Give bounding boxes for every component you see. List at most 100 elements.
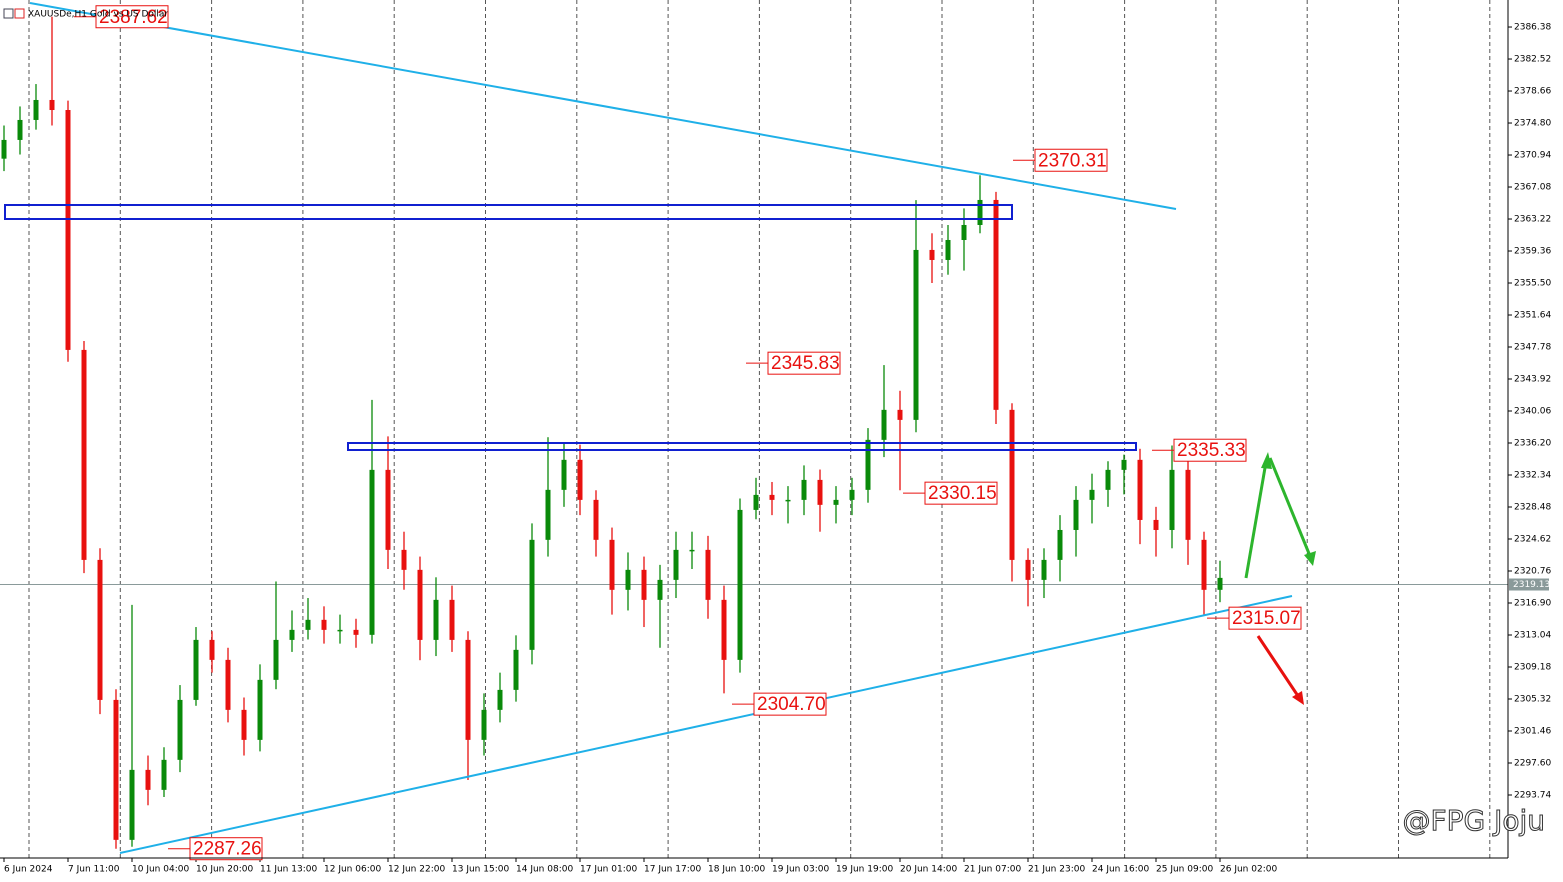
candle-body: [897, 409, 903, 420]
candle-body: [337, 629, 343, 632]
candle-body: [225, 659, 231, 710]
annotation-box: [1228, 606, 1302, 630]
candle-body: [1057, 529, 1063, 560]
candle-body: [33, 99, 39, 120]
candle-body: [1105, 469, 1111, 490]
candle-body: [609, 539, 615, 590]
x-tick-label: 25 Jun 09:00: [1156, 865, 1213, 875]
y-tick-label: 2347.78: [1514, 343, 1551, 353]
candle-body: [1073, 499, 1079, 530]
y-tick-label: 2386.38: [1514, 23, 1551, 33]
candle-body: [913, 249, 919, 420]
candle-body: [1, 139, 7, 159]
annotation-box: [189, 837, 263, 861]
y-tick-label: 2343.92: [1514, 375, 1551, 385]
candle-body: [1217, 577, 1223, 590]
candle-body: [369, 469, 375, 635]
x-tick-label: 14 Jun 08:00: [516, 865, 573, 875]
annotation-label: 2304.70: [757, 694, 826, 715]
arrow-head: [1292, 691, 1304, 705]
candle-body: [1089, 489, 1095, 500]
x-tick-label: 10 Jun 04:00: [132, 865, 189, 875]
x-tick-label: 24 Jun 16:00: [1092, 865, 1149, 875]
candle-body: [993, 199, 999, 410]
candle-body: [481, 709, 487, 740]
y-tick-label: 2355.50: [1514, 279, 1551, 289]
candle-body: [945, 239, 951, 260]
candle-body: [1201, 539, 1207, 590]
candle-body: [353, 629, 359, 635]
candle-body: [801, 479, 807, 500]
x-tick-label: 13 Jun 15:00: [452, 865, 509, 875]
candle-body: [401, 549, 407, 570]
candle-body: [129, 769, 135, 840]
chart-title: XAUUSDe,H1 Gold vs US Dollar: [28, 10, 168, 20]
y-tick-label: 2351.64: [1514, 311, 1551, 321]
last-price-label: 2319.13: [1513, 580, 1550, 590]
candle-body: [385, 469, 391, 550]
candle-body: [817, 479, 823, 505]
candle-body: [449, 599, 455, 640]
candle-body: [433, 599, 439, 640]
candle-body: [1153, 519, 1159, 530]
candle-body: [145, 769, 151, 790]
candle-body: [1009, 409, 1015, 560]
candle-body: [417, 569, 423, 640]
candle-body: [1121, 459, 1127, 470]
y-tick-label: 2336.20: [1514, 439, 1551, 449]
candle-body: [1041, 559, 1047, 580]
candle-body: [881, 409, 887, 440]
y-tick-label: 2297.60: [1514, 758, 1551, 768]
x-tick-label: 18 Jun 10:00: [708, 865, 765, 875]
x-tick-label: 6 Jun 2024: [4, 865, 53, 875]
x-tick-label: 21 Jun 07:00: [964, 865, 1021, 875]
x-tick-label: 10 Jun 20:00: [196, 865, 253, 875]
candle-body: [321, 619, 327, 630]
annotation-label: 2287.26: [193, 839, 262, 860]
y-tick-label: 2359.36: [1514, 247, 1551, 257]
annotation-label: 2330.15: [928, 483, 997, 504]
x-tick-label: 19 Jun 03:00: [772, 865, 829, 875]
annotation-box: [95, 5, 169, 29]
candle-body: [705, 549, 711, 600]
y-tick-label: 2382.52: [1514, 55, 1551, 65]
candle-body: [17, 119, 23, 140]
candle-body: [577, 459, 583, 500]
candle-body: [593, 499, 599, 540]
y-tick-label: 2320.76: [1514, 567, 1551, 577]
candle-body: [289, 629, 295, 640]
candle-body: [753, 494, 759, 510]
candle-body: [1137, 459, 1143, 520]
y-tick-label: 2367.08: [1514, 183, 1551, 193]
candle-body: [529, 539, 535, 650]
candle-body: [657, 579, 663, 600]
candle-body: [625, 569, 631, 590]
y-tick-label: 2293.74: [1514, 790, 1551, 800]
vertical-grid: [28, 0, 1491, 858]
candle-body: [721, 599, 727, 660]
annotation-box: [924, 481, 998, 505]
y-tick-label: 2313.04: [1514, 631, 1551, 641]
candle-body: [193, 639, 199, 700]
candle-body: [641, 569, 647, 600]
candle-body: [97, 559, 103, 700]
candle-body: [833, 499, 839, 505]
candle-body: [209, 639, 215, 660]
candle-body: [497, 689, 503, 710]
candle-body: [465, 639, 471, 740]
last-price-box: [1509, 578, 1549, 591]
candle-body: [1185, 469, 1191, 540]
candle-body: [849, 489, 855, 500]
chart-icon: [14, 8, 25, 19]
y-tick-label: 2332.34: [1514, 471, 1551, 481]
chart-icon: [3, 8, 14, 19]
annotation-box: [1173, 438, 1247, 462]
candle-body: [689, 549, 695, 552]
arrow: [1268, 457, 1312, 557]
x-tick-label: 7 Jun 11:00: [68, 865, 120, 875]
x-tick-label: 20 Jun 14:00: [900, 865, 957, 875]
y-tick-label: 2328.48: [1514, 503, 1551, 513]
candle-body: [561, 459, 567, 490]
x-tick-label: 12 Jun 22:00: [388, 865, 445, 875]
